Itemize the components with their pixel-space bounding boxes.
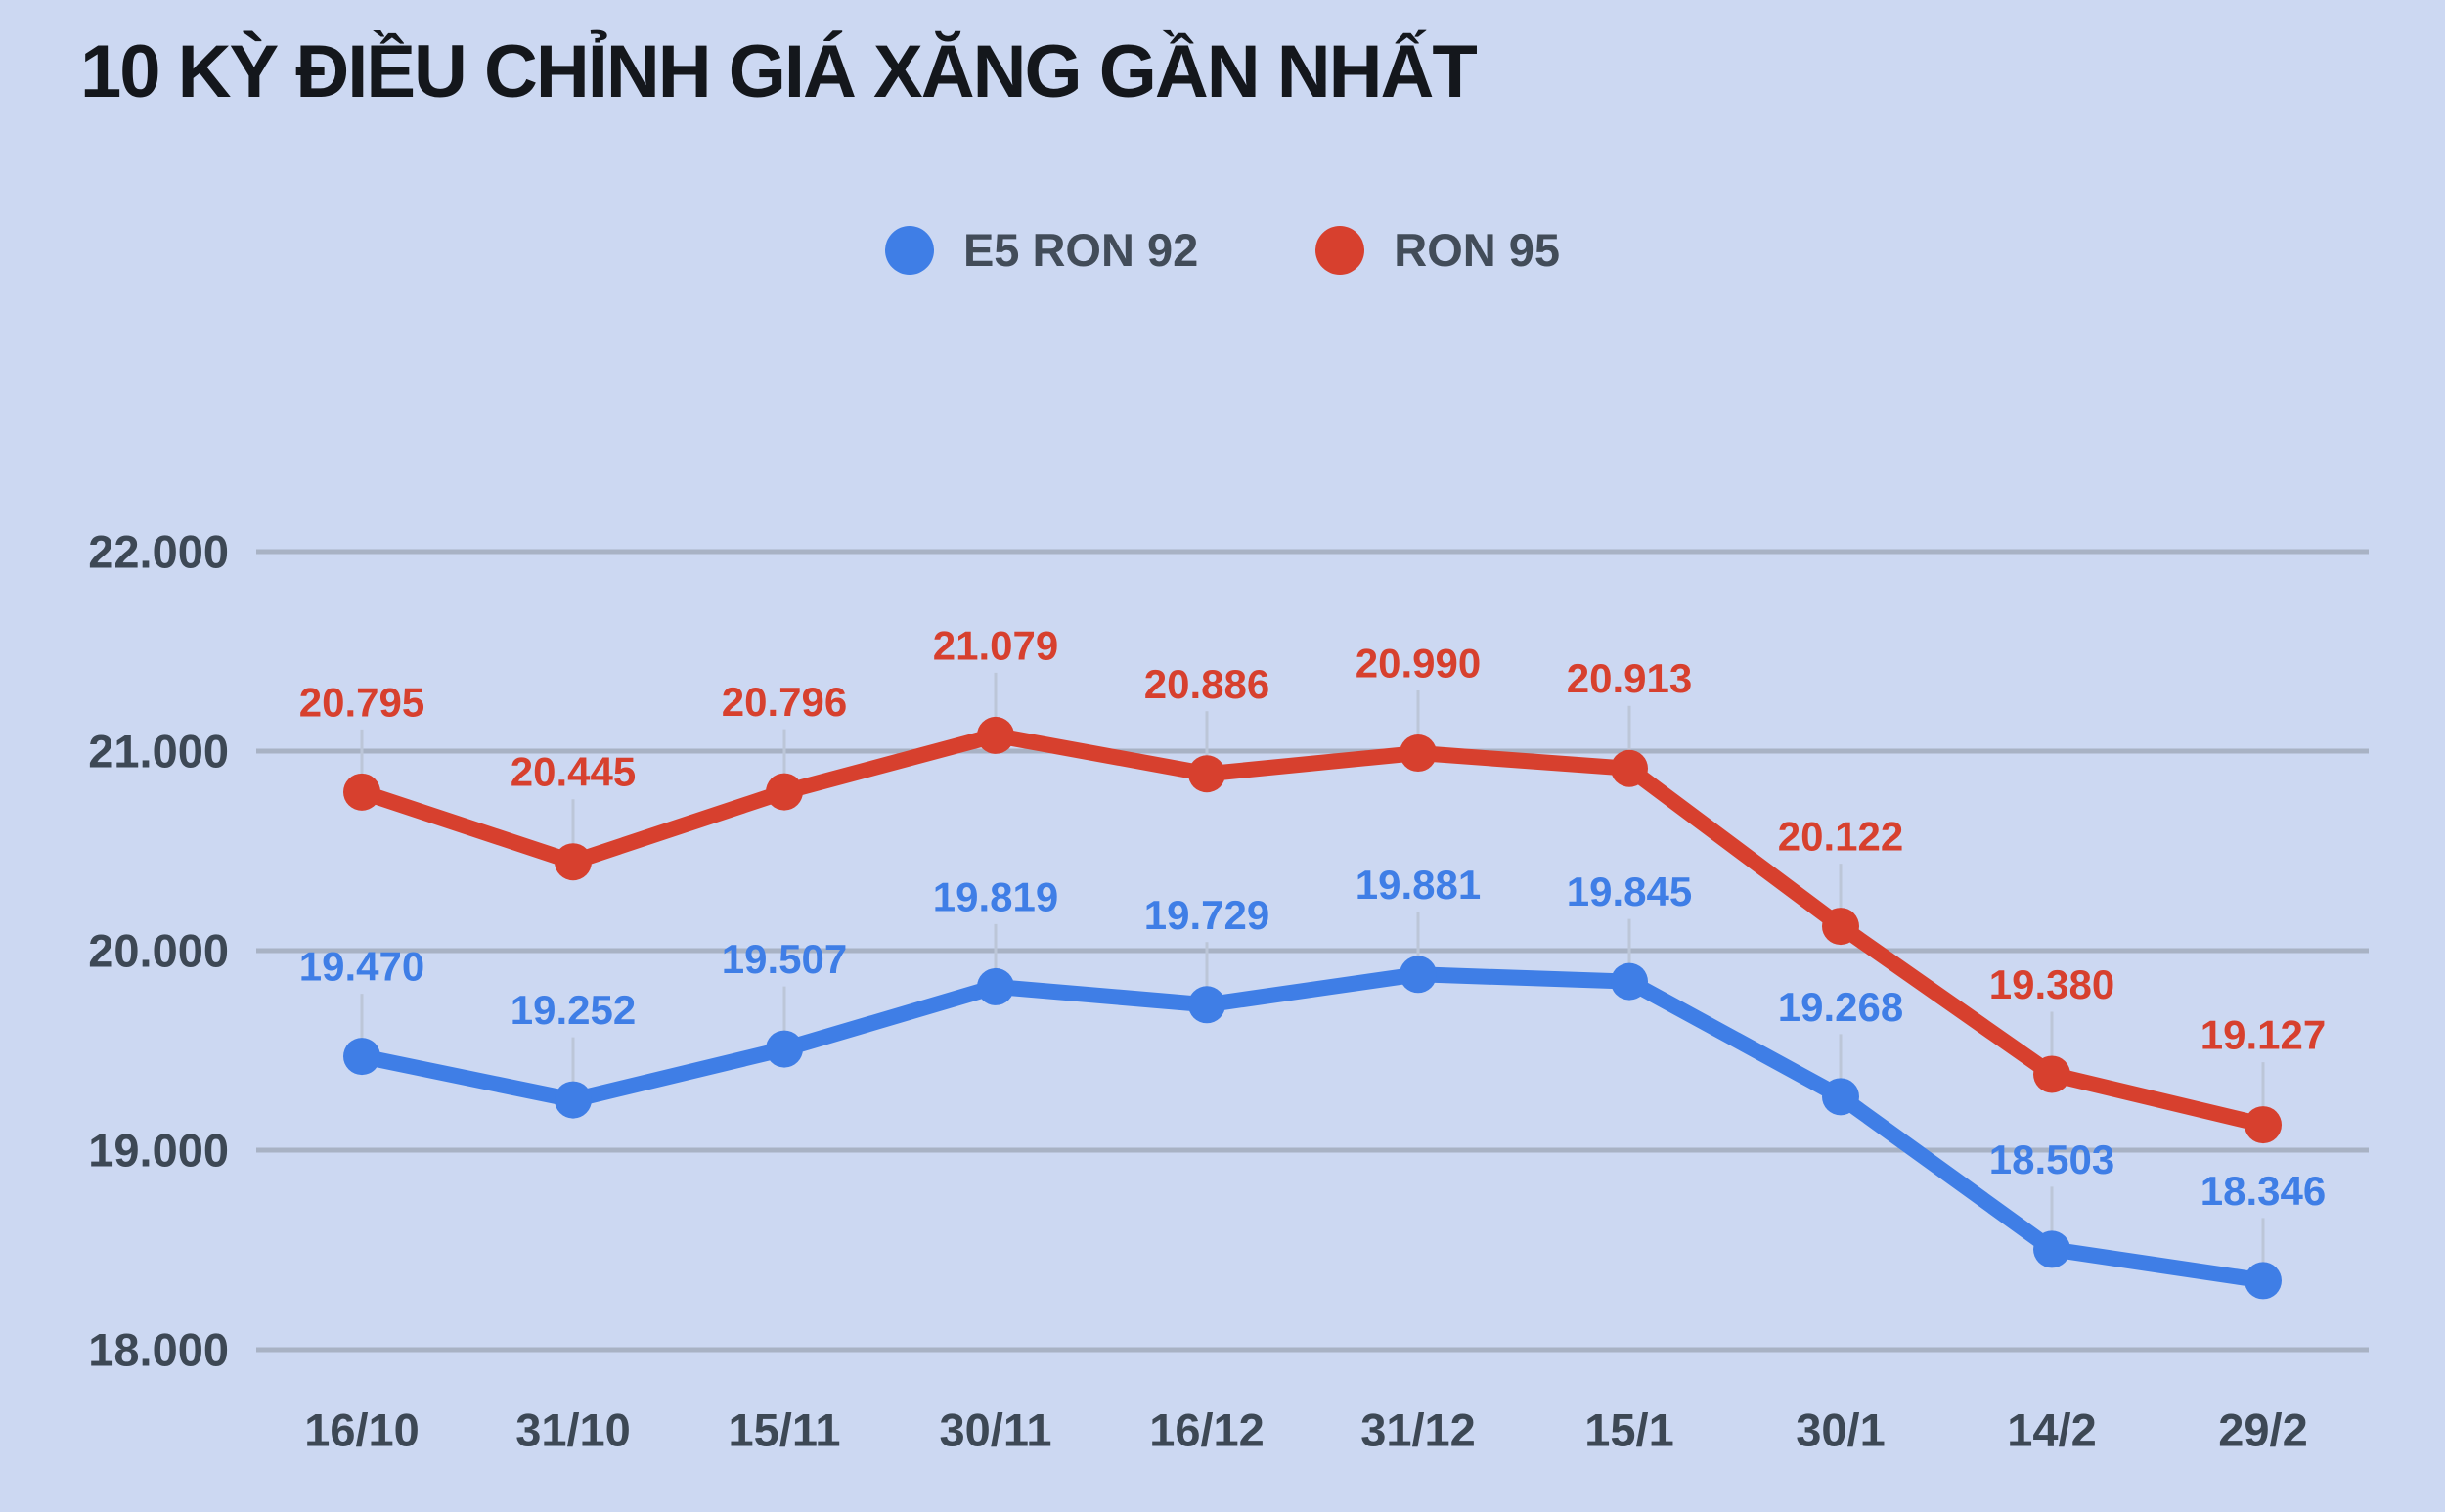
data-point-e5-ron-92 [343, 1038, 380, 1076]
data-point-ron-95 [1611, 749, 1648, 787]
data-label-e5-ron-92: 18.503 [1989, 1136, 2114, 1182]
data-point-e5-ron-92 [977, 967, 1014, 1005]
x-axis-label: 14/2 [2007, 1404, 2096, 1456]
data-label-e5-ron-92: 18.346 [2200, 1168, 2326, 1214]
data-label-ron-95: 20.886 [1144, 661, 1269, 707]
data-point-ron-95 [2033, 1055, 2070, 1093]
data-label-ron-95: 20.796 [722, 679, 847, 725]
data-label-ron-95: 20.913 [1567, 655, 1692, 701]
x-axis-label: 29/2 [2218, 1404, 2307, 1456]
series-line-ron-95 [354, 727, 2271, 1134]
x-axis-label: 30/1 [1796, 1404, 1885, 1456]
x-axis-label: 15/11 [728, 1404, 840, 1456]
data-label-ron-95: 20.795 [299, 679, 424, 725]
data-point-e5-ron-92 [2033, 1230, 2070, 1268]
y-axis-label: 22.000 [88, 526, 229, 578]
data-point-ron-95 [1822, 908, 1859, 946]
data-label-ron-95: 20.122 [1778, 814, 1903, 860]
data-point-ron-95 [766, 773, 803, 811]
x-axis-label: 15/1 [1584, 1404, 1673, 1456]
data-label-ron-95: 19.127 [2200, 1012, 2326, 1058]
data-point-ron-95 [343, 773, 380, 811]
data-label-e5-ron-92: 19.252 [511, 987, 636, 1033]
y-axis-label: 19.000 [88, 1125, 229, 1177]
legend-item-ron-95: RON 95 [1315, 223, 1560, 277]
y-axis-label: 18.000 [88, 1324, 229, 1376]
series-line-e5-ron-92 [354, 966, 2271, 1289]
data-label-ron-95: 21.079 [933, 622, 1058, 668]
x-axis-label: 31/10 [515, 1404, 631, 1456]
x-axis-label: 16/10 [304, 1404, 420, 1456]
data-label-e5-ron-92: 19.268 [1778, 984, 1903, 1030]
data-point-ron-95 [555, 843, 592, 881]
y-axis-label: 21.000 [88, 726, 229, 778]
data-label-e5-ron-92: 19.881 [1356, 862, 1481, 908]
data-point-ron-95 [1188, 755, 1225, 793]
data-label-ron-95: 19.380 [1989, 961, 2114, 1007]
legend-dot-red-icon [1315, 225, 1365, 275]
data-label-ron-95: 20.445 [511, 749, 636, 795]
data-point-e5-ron-92 [1822, 1078, 1859, 1116]
legend-dot-blue-icon [884, 225, 934, 275]
data-point-e5-ron-92 [1611, 962, 1648, 1001]
data-point-ron-95 [1400, 734, 1437, 773]
data-point-e5-ron-92 [2245, 1262, 2282, 1300]
legend-label-ron-95: RON 95 [1394, 224, 1561, 276]
data-label-ron-95: 20.990 [1356, 641, 1481, 687]
data-label-e5-ron-92: 19.819 [933, 873, 1058, 919]
data-point-e5-ron-92 [1188, 986, 1225, 1024]
x-axis-label: 30/11 [939, 1404, 1051, 1456]
data-point-ron-95 [2245, 1106, 2282, 1144]
data-label-e5-ron-92: 19.470 [299, 944, 424, 990]
legend-label-e5-ron-92: E5 RON 92 [962, 224, 1199, 276]
legend-item-e5-ron-92: E5 RON 92 [884, 223, 1199, 277]
chart-title: 10 KỲ ĐIỀU CHỈNH GIÁ XĂNG GẦN NHẤT [80, 30, 1478, 113]
legend: E5 RON 92 RON 95 [0, 223, 2445, 277]
x-axis-label: 16/12 [1149, 1404, 1265, 1456]
data-label-e5-ron-92: 19.507 [722, 936, 847, 982]
data-point-e5-ron-92 [1400, 956, 1437, 994]
data-label-e5-ron-92: 19.845 [1567, 868, 1692, 914]
data-label-e5-ron-92: 19.729 [1144, 892, 1269, 938]
data-point-ron-95 [977, 716, 1014, 754]
y-axis-label: 20.000 [88, 925, 229, 977]
x-axis-label: 31/12 [1360, 1404, 1476, 1456]
data-point-e5-ron-92 [555, 1081, 592, 1119]
data-point-e5-ron-92 [766, 1030, 803, 1068]
